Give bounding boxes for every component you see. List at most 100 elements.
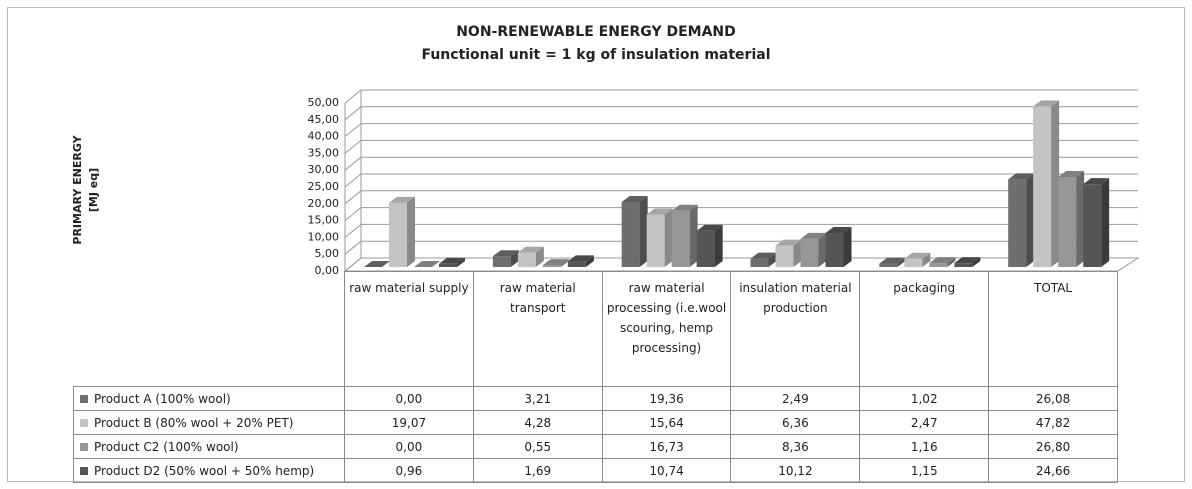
value-cell: 0,00 <box>344 434 474 459</box>
bar <box>671 210 690 267</box>
bar-top <box>1058 170 1085 177</box>
bar <box>621 201 640 267</box>
bar-side <box>947 257 956 267</box>
value-cell: 4,28 <box>472 410 603 435</box>
bar-side <box>1051 100 1060 267</box>
bar-top <box>439 257 465 264</box>
value-cell: 47,82 <box>988 410 1118 435</box>
legend-cell: Product B (80% wool + 20% PET) <box>73 410 345 435</box>
bar-top <box>825 226 852 233</box>
y-tick-label: 25,00 <box>308 180 340 193</box>
legend-cell: Product A (100% wool) <box>73 386 345 411</box>
grid-line-side <box>344 89 362 104</box>
table-row: Product A (100% wool) 0,00 3,21 19,36 2,49 1,… <box>73 386 1118 411</box>
value-cell: 2,49 <box>730 386 861 411</box>
bar <box>904 258 923 267</box>
grid-line-side <box>344 123 362 137</box>
legend-swatch <box>80 442 88 451</box>
value-cell: 6,36 <box>730 410 861 435</box>
bar <box>954 263 973 267</box>
grid-line-side <box>344 224 362 238</box>
category-label: TOTAL <box>988 271 1118 387</box>
y-tick-label: 5,00 <box>315 247 340 260</box>
bar-side <box>585 255 594 267</box>
bar-side <box>1026 173 1035 267</box>
bar-top <box>671 204 698 211</box>
chart-title: NON-RENEWABLE ENERGY DEMAND <box>456 24 736 40</box>
bar-top <box>750 252 777 259</box>
bar-top <box>954 257 981 264</box>
bar-top <box>414 261 440 267</box>
bar-top <box>696 224 723 231</box>
bar <box>775 245 794 267</box>
y-axis-label: PRIMARY ENERGY <box>71 134 84 244</box>
bar-top <box>904 252 931 259</box>
bar-side <box>510 250 519 267</box>
legend-label: Product D2 (50% wool + 50% hemp) <box>94 463 315 478</box>
bar <box>1008 179 1027 267</box>
grid-line-side <box>344 190 362 205</box>
table-row: Product C2 (100% wool) 0,00 0,55 16,73 8,36 1… <box>73 434 1118 459</box>
bar <box>750 258 769 267</box>
value-cell: 0,96 <box>344 458 474 483</box>
bar <box>646 214 665 267</box>
bar-top <box>389 196 415 203</box>
bar <box>929 263 948 267</box>
value-cell: 0,00 <box>344 386 474 411</box>
value-cell: 24,66 <box>988 458 1118 483</box>
bar-side <box>535 246 544 267</box>
category-label: raw material transport <box>472 271 603 387</box>
bar <box>567 261 586 267</box>
category-label: raw material supply <box>344 271 474 387</box>
y-tick-label: 15,00 <box>308 214 340 227</box>
bar-side <box>1101 178 1110 267</box>
bar-side <box>639 195 648 267</box>
value-cell: 1,15 <box>859 458 990 483</box>
value-cell: 19,07 <box>344 410 474 435</box>
bar <box>492 256 511 267</box>
bar-side <box>768 252 777 267</box>
chart-subtitle: Functional unit = 1 kg of insulation mat… <box>421 47 770 63</box>
data-table: raw material supply raw material transpor… <box>73 271 1118 483</box>
y-tick-label: 20,00 <box>308 197 340 210</box>
grid-line-side <box>344 173 362 188</box>
bar <box>825 232 844 267</box>
table-row: Product D2 (50% wool + 50% hemp) 0,96 1,69… <box>73 458 1118 483</box>
y-tick-label: 35,00 <box>308 146 340 159</box>
legend-label: Product A (100% wool) <box>94 391 231 406</box>
bar <box>517 252 536 267</box>
bar-top <box>364 261 390 267</box>
bar <box>879 263 898 267</box>
y-tick-label: 45,00 <box>308 113 340 126</box>
category-label: insulation material production <box>730 271 861 387</box>
bar <box>800 238 819 267</box>
legend-swatch <box>80 418 88 427</box>
bar-side <box>897 257 906 267</box>
value-cell: 19,36 <box>601 386 732 411</box>
bar-top <box>800 232 827 239</box>
bar-top <box>492 250 519 257</box>
bar <box>1083 184 1102 267</box>
value-cell: 8,36 <box>730 434 861 459</box>
category-label: raw material processing (i.e.wool scouri… <box>601 271 732 387</box>
value-cell: 26,08 <box>988 386 1118 411</box>
bar-top <box>621 195 648 202</box>
grid-line-side <box>344 257 362 272</box>
bar <box>439 263 457 267</box>
bar-side <box>1076 170 1085 267</box>
y-axis-unit: [MJ eq] <box>87 168 100 212</box>
legend-label: Product C2 (100% wool) <box>94 439 239 454</box>
bar <box>389 202 407 267</box>
bar-side <box>407 196 415 267</box>
bar-top <box>879 257 906 264</box>
legend-cell: Product C2 (100% wool) <box>73 434 345 459</box>
value-cell: 10,12 <box>730 458 861 483</box>
bar-side <box>560 259 569 267</box>
bar-top <box>775 239 802 246</box>
bar-top <box>1033 100 1060 107</box>
y-tick-label: 10,00 <box>308 230 340 243</box>
bar-side <box>793 239 802 267</box>
bar-top <box>1083 178 1110 185</box>
